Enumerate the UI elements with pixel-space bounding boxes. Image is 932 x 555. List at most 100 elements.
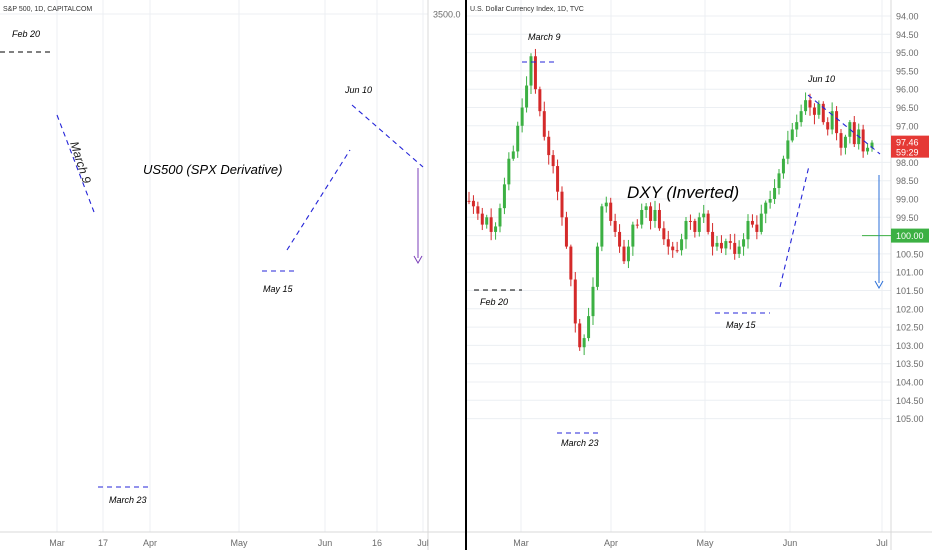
candle-body bbox=[626, 246, 630, 262]
label-feb20-left: Feb 20 bbox=[12, 29, 40, 39]
candle-body bbox=[684, 220, 688, 240]
candle-body bbox=[830, 111, 834, 130]
candle-body bbox=[604, 202, 608, 207]
candle-body bbox=[476, 206, 480, 214]
y-tick-label: 104.50 bbox=[896, 396, 924, 406]
candle-body bbox=[781, 158, 785, 174]
price-axis: 94.0094.5095.0095.5096.0096.5097.0097.50… bbox=[896, 12, 924, 425]
label-jun10-right: Jun 10 bbox=[807, 74, 835, 84]
candle-body bbox=[675, 250, 679, 252]
candle-body bbox=[817, 103, 821, 115]
candle-body bbox=[835, 111, 839, 134]
panel-0: 3500.03400.03300.03200.03100.03000.02900… bbox=[0, 0, 466, 550]
center-label-left: US500 (SPX Derivative) bbox=[143, 162, 282, 177]
candle-body bbox=[795, 122, 799, 130]
candle-body bbox=[547, 136, 551, 156]
candle-body bbox=[808, 100, 812, 108]
candle-body bbox=[573, 279, 577, 324]
x-tick-label: Jun bbox=[783, 538, 798, 548]
x-tick-label: May bbox=[230, 538, 248, 548]
candle-body bbox=[520, 107, 524, 126]
candle-body bbox=[551, 155, 555, 167]
candle-body bbox=[595, 246, 599, 287]
y-tick-label: 98.00 bbox=[896, 158, 919, 168]
candle-body bbox=[489, 217, 493, 232]
y-tick-label: 99.50 bbox=[896, 213, 919, 223]
y-tick-label: 103.50 bbox=[896, 359, 924, 369]
last-price-box bbox=[891, 135, 929, 158]
candle-body bbox=[812, 107, 816, 115]
y-tick-label: 100.50 bbox=[896, 249, 924, 259]
panel-1: 94.0094.5095.0095.5096.0096.5097.0097.50… bbox=[467, 0, 932, 550]
candle-body bbox=[582, 338, 586, 348]
candle-body bbox=[662, 228, 666, 240]
x-tick-label: 17 bbox=[98, 538, 108, 548]
candle-body bbox=[569, 246, 573, 280]
candle-body bbox=[666, 239, 670, 247]
y-tick-label: 104.00 bbox=[896, 378, 924, 388]
y-tick-label: 96.50 bbox=[896, 103, 919, 113]
y-tick-label: 102.50 bbox=[896, 323, 924, 333]
candle-body bbox=[498, 208, 502, 227]
candle-body bbox=[480, 213, 484, 225]
candle-body bbox=[688, 220, 692, 222]
candle-body bbox=[821, 103, 825, 123]
candle-body bbox=[494, 226, 498, 232]
x-tick-label: Apr bbox=[604, 538, 618, 548]
y-tick-label: 95.00 bbox=[896, 48, 919, 58]
candle-body bbox=[711, 231, 715, 247]
candle-body bbox=[564, 217, 568, 247]
candle-body bbox=[826, 122, 830, 130]
candle-body bbox=[852, 122, 856, 145]
candle-body bbox=[640, 209, 644, 225]
x-tick-label: Jul bbox=[876, 538, 888, 548]
x-tick-label: Apr bbox=[143, 538, 157, 548]
label-feb20-right: Feb 20 bbox=[480, 297, 508, 307]
candle-body bbox=[861, 129, 865, 152]
candle-body bbox=[786, 140, 790, 159]
candle-body bbox=[525, 85, 529, 108]
candle-body bbox=[649, 206, 653, 221]
projection-arrowhead-left bbox=[413, 255, 423, 265]
x-tick-label: 16 bbox=[372, 538, 382, 548]
annotations: Feb 20 March 9 March 23 May 15 Jun 10 US500 (… bbox=[0, 0, 884, 550]
price-axis: 3500.03400.03300.03200.03100.03000.02900… bbox=[433, 10, 461, 20]
candle-body bbox=[843, 136, 847, 148]
grid bbox=[0, 0, 428, 532]
chart-title: S&P 500, 1D, CAPITALCOM bbox=[3, 6, 92, 13]
candle-body bbox=[542, 111, 546, 137]
candle-body bbox=[657, 209, 661, 229]
candle-body bbox=[702, 213, 706, 218]
center-label-right: DXY (Inverted) bbox=[627, 183, 739, 202]
label-may15-right: May 15 bbox=[726, 320, 757, 330]
candle-body bbox=[693, 220, 697, 232]
candle-body bbox=[866, 147, 870, 152]
candle-body bbox=[600, 206, 604, 247]
y-tick-label: 102.00 bbox=[896, 304, 924, 314]
candle-body bbox=[733, 242, 737, 254]
y-tick-label: 103.00 bbox=[896, 341, 924, 351]
uptrend-left bbox=[286, 149, 351, 251]
candle-body bbox=[719, 242, 723, 249]
candles bbox=[467, 48, 874, 356]
y-tick-label: 98.50 bbox=[896, 176, 919, 186]
candle-body bbox=[746, 220, 750, 240]
candle-body bbox=[613, 220, 617, 232]
y-tick-label: 101.00 bbox=[896, 268, 924, 278]
label-march23-left: March 23 bbox=[109, 495, 147, 505]
candle-body bbox=[471, 200, 475, 207]
candle-body bbox=[653, 209, 657, 221]
uptrend-right bbox=[779, 165, 810, 288]
candle-body bbox=[870, 142, 874, 148]
grid bbox=[467, 0, 891, 532]
candle-body bbox=[587, 316, 591, 339]
candle-body bbox=[485, 217, 489, 225]
candle-body bbox=[560, 191, 564, 218]
candle-body bbox=[680, 239, 684, 251]
candle-body bbox=[715, 242, 719, 247]
candle-body bbox=[622, 246, 626, 262]
y-tick-label: 97.00 bbox=[896, 121, 919, 131]
candle-body bbox=[728, 241, 732, 243]
